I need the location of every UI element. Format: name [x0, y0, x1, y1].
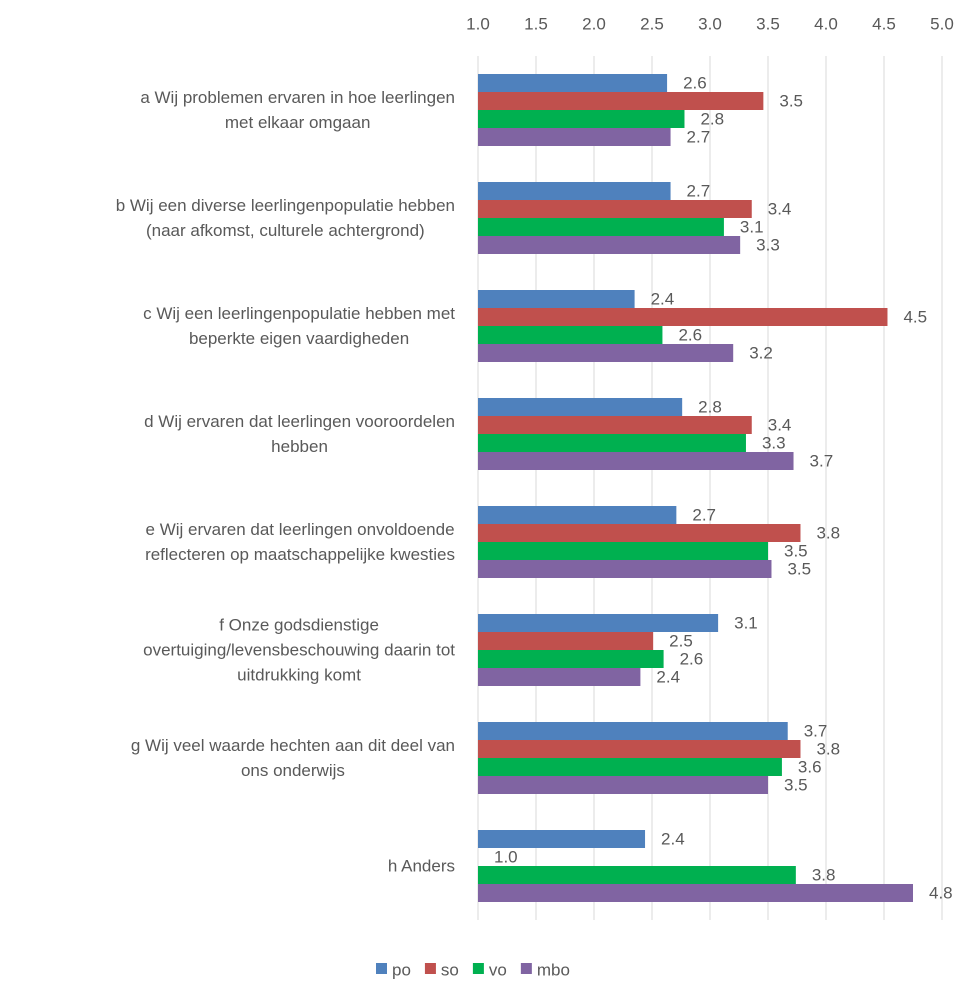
bar [478, 542, 768, 560]
bar [478, 506, 677, 524]
bar [478, 740, 801, 758]
x-tick-label: 3.5 [756, 14, 780, 33]
value-label: 2.6 [680, 649, 704, 668]
value-label: 3.8 [816, 739, 840, 758]
legend-label: vo [489, 960, 507, 979]
bar [478, 524, 801, 542]
value-label: 3.1 [740, 217, 764, 236]
bar [478, 416, 752, 434]
bar [478, 326, 663, 344]
bar [478, 92, 764, 110]
value-label: 3.4 [768, 415, 792, 434]
value-label: 3.5 [784, 541, 808, 560]
value-label: 3.3 [762, 433, 786, 452]
bar [478, 650, 664, 668]
legend-label: po [392, 960, 411, 979]
value-label: 3.5 [787, 559, 811, 578]
value-label: 2.7 [687, 181, 711, 200]
value-label: 3.7 [804, 721, 828, 740]
category-label: e Wij ervaren dat leerlingen onvoldoende… [145, 520, 455, 564]
category-label: h Anders [387, 856, 455, 876]
value-label: 3.4 [768, 199, 792, 218]
bar [478, 830, 646, 848]
value-label: 3.8 [816, 523, 840, 542]
value-label: 4.5 [903, 307, 927, 326]
x-tick-label: 2.5 [640, 14, 664, 33]
bar [478, 308, 888, 326]
value-label: 2.8 [700, 109, 724, 128]
bar [478, 722, 788, 740]
x-tick-label: 2.0 [582, 14, 606, 33]
x-tick-label: 5.0 [930, 14, 954, 33]
value-label: 2.5 [669, 631, 693, 650]
legend-swatch [520, 963, 532, 974]
value-label: 2.4 [651, 289, 675, 308]
legend-swatch [472, 963, 484, 974]
bar [478, 614, 719, 632]
category-label: d Wij ervaren dat leerlingen vooroordele… [144, 412, 455, 456]
value-label: 2.4 [656, 667, 680, 686]
x-tick-label: 1.5 [524, 14, 548, 33]
category-label: b Wij een diverse leerlingenpopulatie he… [115, 196, 455, 240]
value-label: 2.6 [683, 73, 707, 92]
bar [478, 884, 913, 902]
bar [478, 866, 796, 884]
bar [478, 344, 734, 362]
value-label: 2.7 [687, 127, 711, 146]
value-label: 2.7 [692, 505, 716, 524]
category-label: c Wij een leerlingenpopulatie hebben met… [143, 304, 455, 348]
bar [478, 632, 654, 650]
value-label: 3.5 [784, 775, 808, 794]
value-label: 4.8 [929, 883, 953, 902]
value-label: 3.7 [810, 451, 834, 470]
bar [478, 74, 668, 92]
value-label: 3.1 [734, 613, 758, 632]
category-label: a Wij problemen ervaren in hoe leerlinge… [140, 88, 455, 132]
bar [478, 200, 752, 218]
legend-swatch [376, 963, 387, 974]
bar [478, 758, 782, 776]
x-tick-label: 4.0 [814, 14, 838, 33]
value-label: 3.2 [749, 343, 773, 362]
legend-swatch [424, 963, 436, 974]
value-label: 2.6 [678, 325, 702, 344]
bar [478, 110, 685, 128]
x-tick-label: 3.0 [698, 14, 722, 33]
bar [478, 128, 671, 146]
bar [478, 236, 741, 254]
bar [478, 290, 635, 308]
bar [478, 560, 772, 578]
value-label: 3.8 [812, 865, 836, 884]
x-tick-label: 1.0 [466, 14, 490, 33]
value-label: 3.3 [756, 235, 780, 254]
value-label: 3.5 [779, 91, 803, 110]
x-tick-label: 4.5 [872, 14, 896, 33]
value-label: 2.4 [661, 829, 685, 848]
value-label: 2.8 [698, 397, 722, 416]
bar [478, 668, 641, 686]
legend-label: mbo [537, 960, 570, 979]
bar [478, 182, 671, 200]
bar [478, 452, 794, 470]
bar [478, 218, 724, 236]
bar [478, 398, 683, 416]
legend-label: so [441, 960, 459, 979]
category-label: f Onze godsdienstige overtuiging/levensb… [143, 615, 455, 685]
value-label: 1.0 [494, 847, 518, 866]
bar [478, 434, 746, 452]
category-label: g Wij veel waarde hechten aan dit deel v… [130, 736, 455, 780]
bar [478, 776, 768, 794]
value-label: 3.6 [798, 757, 822, 776]
